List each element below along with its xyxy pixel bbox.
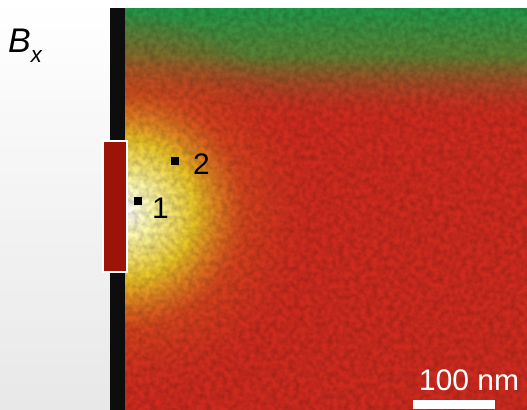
marker-point [171, 157, 179, 165]
field-label: Bx [8, 22, 43, 67]
marker-point [134, 197, 142, 205]
scale-bar [413, 400, 495, 409]
label-subscript: x [30, 42, 43, 67]
scale-bar-label: 100 nm [419, 364, 519, 397]
marker-label: 1 [152, 192, 169, 225]
marker-label: 2 [193, 148, 210, 181]
electrode [102, 140, 128, 273]
label-base: B [8, 22, 31, 60]
image [125, 8, 527, 410]
